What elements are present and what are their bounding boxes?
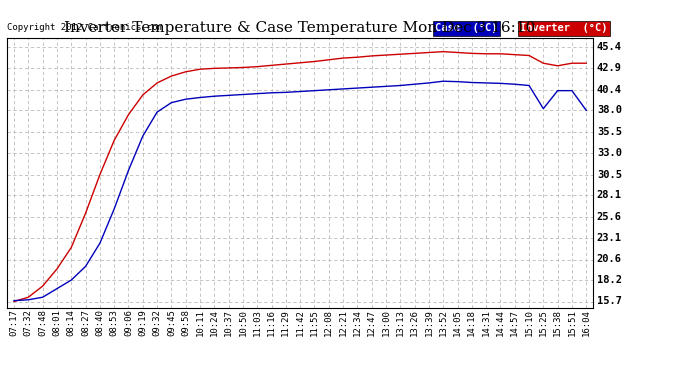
Text: 33.0: 33.0 (597, 148, 622, 158)
Text: 40.4: 40.4 (597, 85, 622, 95)
Text: 25.6: 25.6 (597, 211, 622, 222)
Title: Inverter Temperature & Case Temperature Mon Dec 3 16:10: Inverter Temperature & Case Temperature … (64, 21, 536, 35)
Text: Case  (°C): Case (°C) (435, 24, 497, 33)
Text: 35.5: 35.5 (597, 127, 622, 137)
Text: 20.6: 20.6 (597, 255, 622, 264)
Text: 30.5: 30.5 (597, 170, 622, 180)
Text: Inverter  (°C): Inverter (°C) (520, 24, 608, 33)
Text: 15.7: 15.7 (597, 297, 622, 306)
Text: Copyright 2012 Cartronics.com: Copyright 2012 Cartronics.com (7, 23, 163, 32)
Text: 45.4: 45.4 (597, 42, 622, 52)
Text: 18.2: 18.2 (597, 275, 622, 285)
Text: 38.0: 38.0 (597, 105, 622, 116)
Text: 23.1: 23.1 (597, 233, 622, 243)
Text: 28.1: 28.1 (597, 190, 622, 200)
Text: 42.9: 42.9 (597, 63, 622, 74)
